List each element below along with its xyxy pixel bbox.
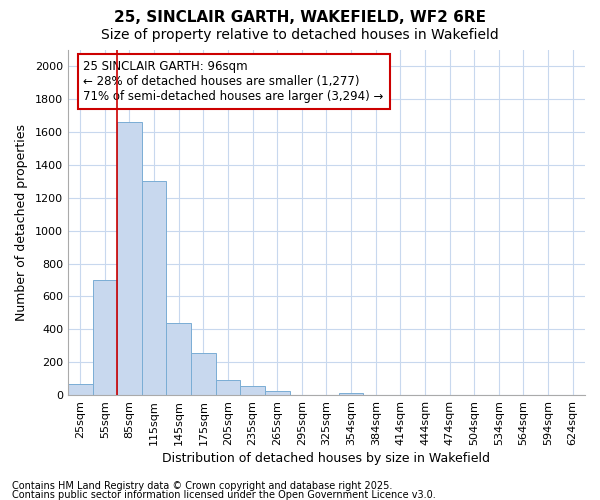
Bar: [68, 384, 92, 395]
Text: Size of property relative to detached houses in Wakefield: Size of property relative to detached ho…: [101, 28, 499, 42]
Bar: [92, 280, 117, 395]
Bar: [339, 394, 364, 395]
X-axis label: Distribution of detached houses by size in Wakefield: Distribution of detached houses by size …: [163, 452, 490, 465]
Bar: [117, 122, 142, 395]
Text: 25, SINCLAIR GARTH, WAKEFIELD, WF2 6RE: 25, SINCLAIR GARTH, WAKEFIELD, WF2 6RE: [114, 10, 486, 25]
Text: 25 SINCLAIR GARTH: 96sqm
← 28% of detached houses are smaller (1,277)
71% of sem: 25 SINCLAIR GARTH: 96sqm ← 28% of detach…: [83, 60, 384, 104]
Bar: [166, 323, 191, 395]
Bar: [265, 391, 290, 395]
Text: Contains public sector information licensed under the Open Government Licence v3: Contains public sector information licen…: [12, 490, 436, 500]
Bar: [142, 182, 166, 395]
Text: Contains HM Land Registry data © Crown copyright and database right 2025.: Contains HM Land Registry data © Crown c…: [12, 481, 392, 491]
Y-axis label: Number of detached properties: Number of detached properties: [15, 124, 28, 321]
Bar: [191, 353, 215, 395]
Bar: [240, 386, 265, 395]
Bar: [215, 380, 240, 395]
